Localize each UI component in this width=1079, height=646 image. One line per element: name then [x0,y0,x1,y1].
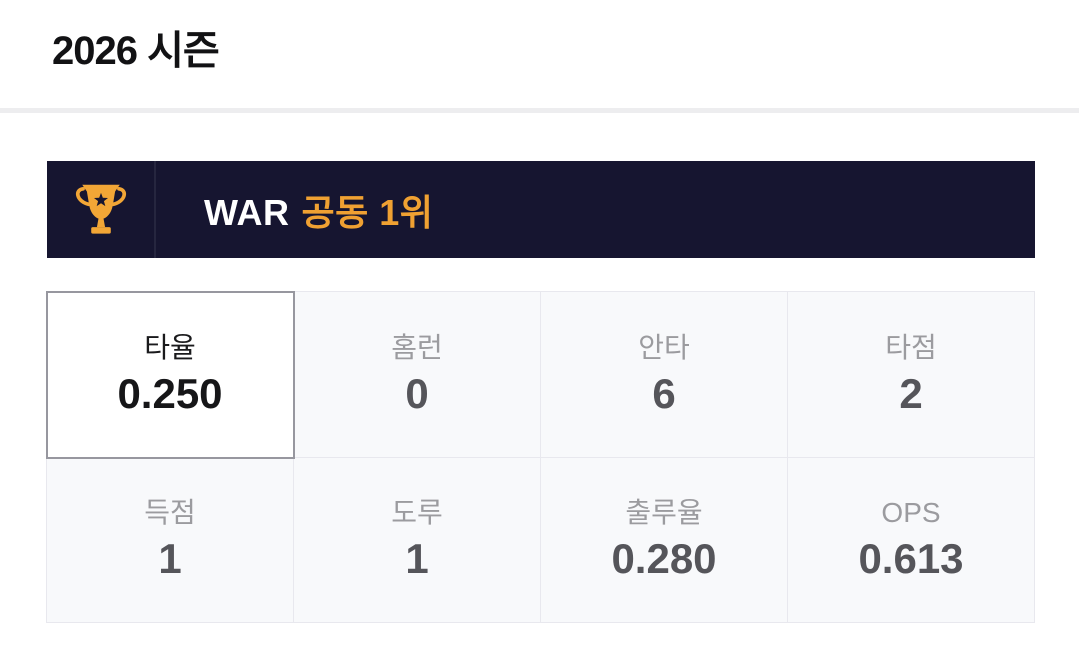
award-stat-name: WAR [204,191,290,233]
trophy-icon [47,161,154,258]
stat-cell-homeruns[interactable]: 홈런 0 [294,292,541,458]
stat-label: 출루율 [625,497,703,529]
stat-cell-obp[interactable]: 출루율 0.280 [541,457,788,623]
stat-cell-hits[interactable]: 안타 6 [541,292,788,458]
stat-label: OPS [881,497,941,529]
stat-cell-ops[interactable]: OPS 0.613 [788,457,1035,623]
award-banner[interactable]: WAR 공동 1위 [47,161,1035,258]
stat-value: 0.613 [858,535,964,583]
section-divider [0,108,1079,113]
stat-value: 2 [899,369,923,417]
stat-cell-steals[interactable]: 도루 1 [294,457,541,623]
stat-cell-rbi[interactable]: 타점 2 [788,292,1035,458]
stat-value: 1 [405,535,429,583]
stat-label: 타율 [144,331,196,363]
stat-value: 1 [158,535,182,583]
stat-label: 타점 [885,331,937,363]
stat-label: 안타 [638,331,690,363]
award-banner-text: WAR 공동 1위 [204,184,433,236]
stat-value: 0.280 [611,535,717,583]
stat-cell-runs[interactable]: 득점 1 [47,457,294,623]
award-rank-text: 공동 1위 [301,191,434,233]
stat-cell-avg[interactable]: 타율 0.250 [46,291,295,459]
stat-label: 도루 [391,497,443,529]
stat-value: 6 [652,369,676,417]
stat-value: 0 [405,369,429,417]
stat-label: 홈런 [391,331,443,363]
stat-value: 0.250 [117,369,223,417]
banner-divider [154,161,156,258]
stats-grid: 타율 0.250 홈런 0 안타 6 타점 2 득점 1 도루 1 출루율 0.… [46,291,1035,623]
stat-label: 득점 [144,497,196,529]
page-title: 2026 시즌 [52,29,220,73]
